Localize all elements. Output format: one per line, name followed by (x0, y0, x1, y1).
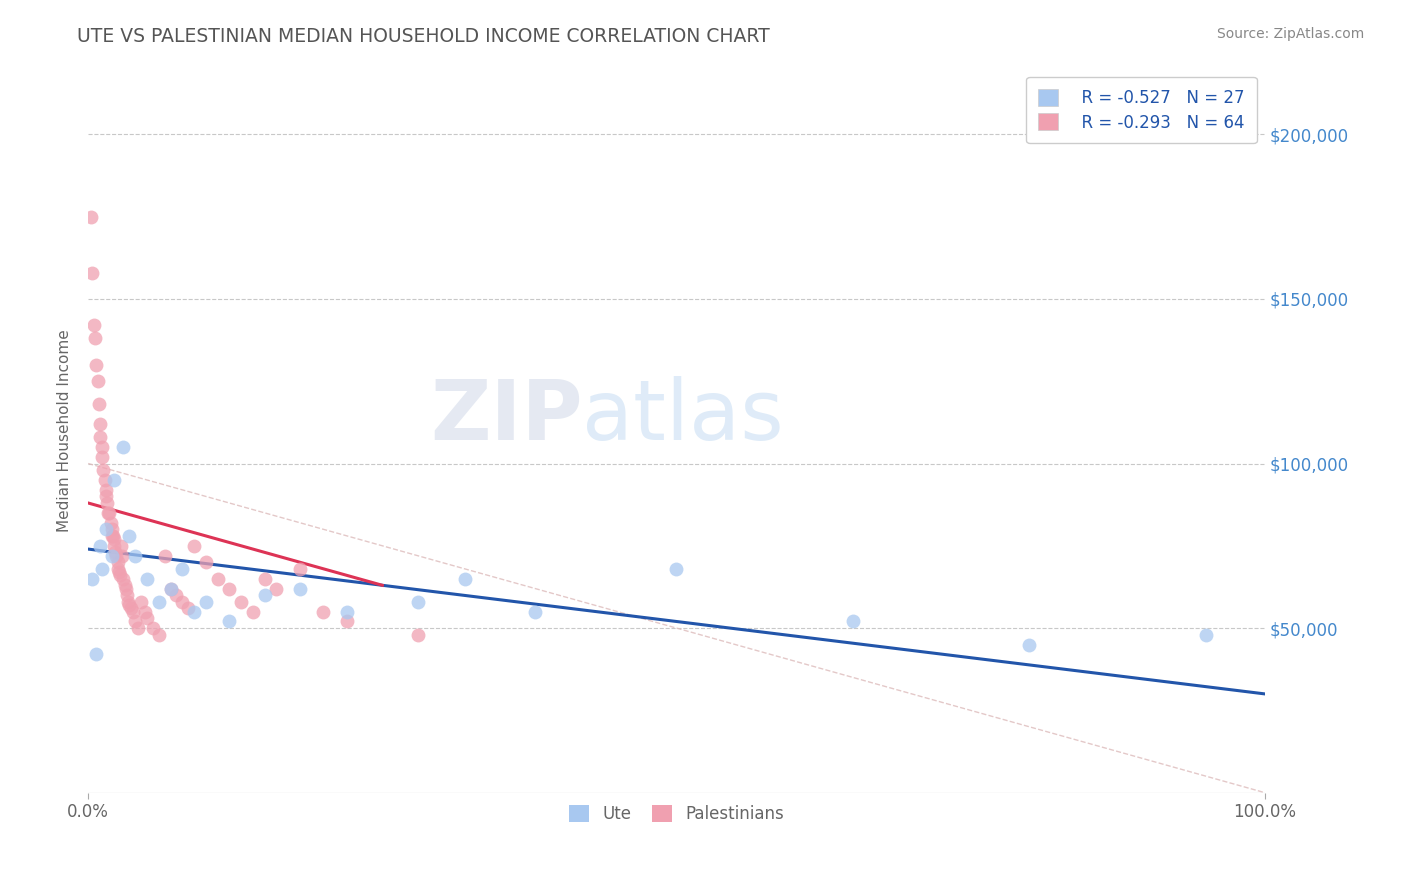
Point (111, 549, 134, 563)
Point (79, 210, 101, 224)
Point (207, 572, 229, 586)
Point (288, 582, 311, 596)
Point (118, 529, 141, 543)
Y-axis label: Median Household Income: Median Household Income (58, 329, 72, 532)
Point (89, 430, 111, 444)
Point (91, 562, 114, 576)
Point (242, 605, 264, 619)
Point (159, 582, 181, 596)
Point (100, 516, 122, 530)
Point (124, 615, 146, 629)
Point (218, 582, 240, 596)
Point (454, 572, 477, 586)
Point (107, 555, 129, 569)
Point (124, 549, 146, 563)
Point (194, 555, 217, 569)
Point (165, 588, 187, 602)
Point (153, 549, 176, 563)
Point (148, 595, 170, 609)
Point (96, 496, 118, 510)
Point (114, 578, 136, 592)
Point (107, 562, 129, 576)
Point (218, 615, 240, 629)
Point (524, 605, 547, 619)
Point (91, 440, 114, 454)
Point (98, 506, 121, 520)
Point (100, 549, 122, 563)
Point (110, 539, 132, 553)
Point (129, 595, 152, 609)
Point (93, 473, 115, 487)
Point (159, 582, 181, 596)
Point (80, 266, 103, 280)
Point (108, 568, 131, 582)
Point (177, 601, 200, 615)
Point (103, 532, 125, 546)
Point (665, 562, 688, 576)
Point (89, 539, 111, 553)
Text: atlas: atlas (582, 376, 785, 457)
Point (112, 440, 135, 454)
Point (94, 490, 117, 504)
Point (93, 463, 115, 477)
Point (101, 529, 124, 543)
Text: Source: ZipAtlas.com: Source: ZipAtlas.com (1216, 27, 1364, 41)
Point (253, 588, 276, 602)
Legend: Ute, Palestinians: Ute, Palestinians (558, 794, 796, 835)
Point (103, 473, 125, 487)
Point (115, 588, 138, 602)
Text: UTE VS PALESTINIAN MEDIAN HOUSEHOLD INCOME CORRELATION CHART: UTE VS PALESTINIAN MEDIAN HOUSEHOLD INCO… (77, 27, 770, 45)
Point (86, 358, 108, 372)
Point (86, 648, 108, 662)
Point (105, 549, 128, 563)
Point (288, 562, 311, 576)
Point (183, 539, 205, 553)
Point (172, 562, 194, 576)
Point (1018, 638, 1040, 652)
Point (100, 522, 122, 536)
Point (84, 331, 107, 345)
Point (112, 572, 135, 586)
Point (94, 522, 117, 536)
Point (336, 605, 359, 619)
Point (148, 628, 170, 642)
Point (253, 572, 276, 586)
Point (121, 605, 143, 619)
Point (336, 615, 359, 629)
Point (120, 601, 142, 615)
Point (142, 621, 165, 635)
Point (406, 628, 429, 642)
Point (266, 582, 288, 596)
Point (80, 572, 103, 586)
Point (1195, 628, 1218, 642)
Point (114, 582, 136, 596)
Text: ZIP: ZIP (430, 376, 582, 457)
Point (117, 595, 139, 609)
Point (100, 529, 122, 543)
Point (312, 605, 335, 619)
Point (86, 374, 108, 388)
Point (103, 539, 125, 553)
Point (118, 598, 141, 612)
Point (87, 397, 110, 411)
Point (172, 595, 194, 609)
Point (91, 450, 114, 464)
Point (94, 483, 117, 497)
Point (842, 615, 865, 629)
Point (134, 605, 156, 619)
Point (97, 506, 120, 520)
Point (194, 595, 217, 609)
Point (136, 611, 159, 625)
Point (229, 595, 252, 609)
Point (136, 572, 159, 586)
Point (104, 545, 127, 559)
Point (107, 565, 129, 579)
Point (406, 595, 429, 609)
Point (183, 605, 205, 619)
Point (89, 417, 111, 431)
Point (83, 318, 105, 333)
Point (127, 621, 149, 635)
